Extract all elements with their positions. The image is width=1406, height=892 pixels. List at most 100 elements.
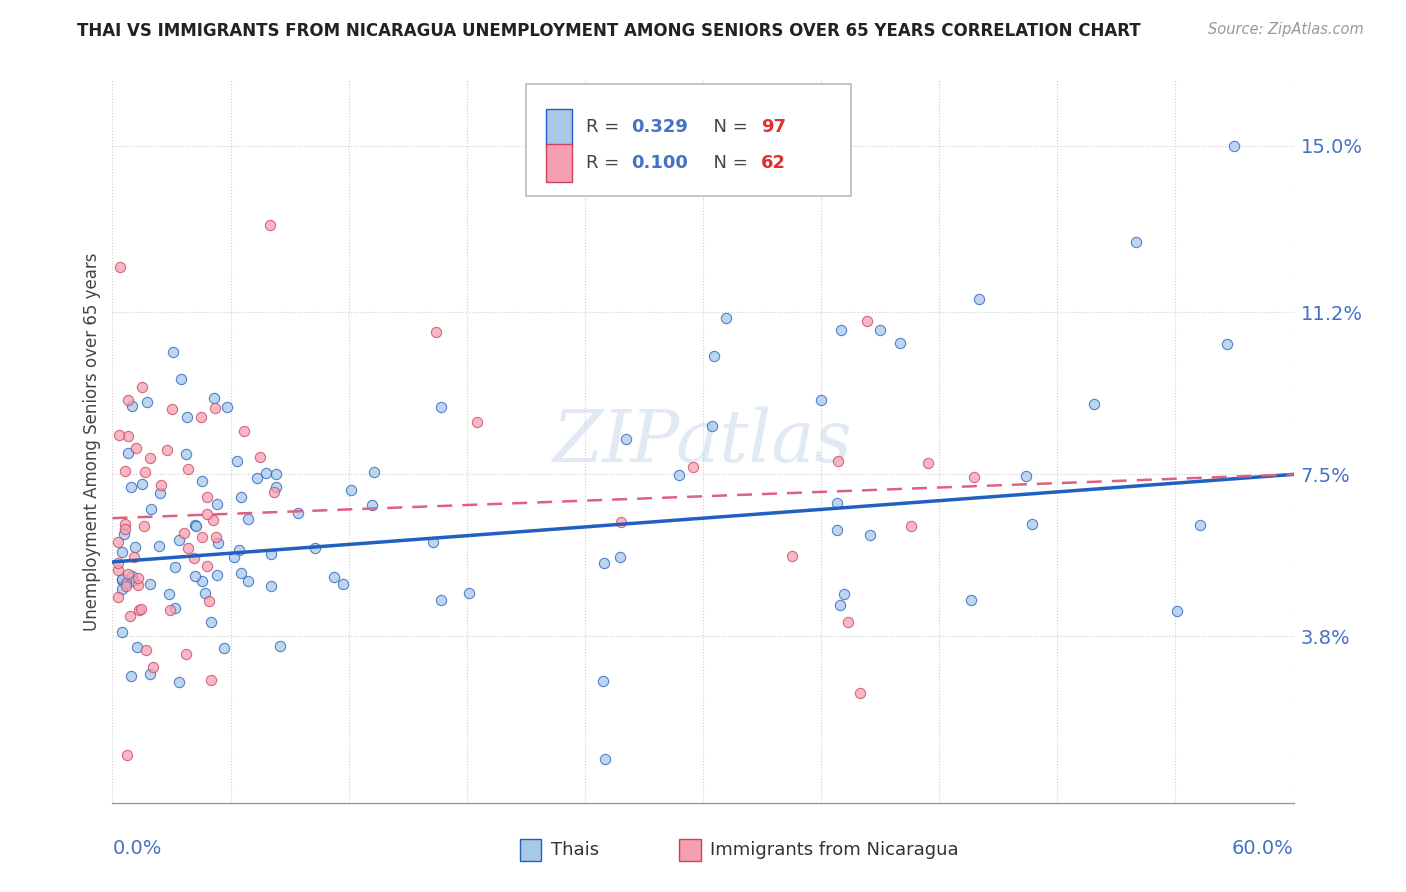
Point xyxy=(200,615,222,629)
Point xyxy=(810,392,832,407)
Point xyxy=(163,560,186,574)
Point xyxy=(229,490,252,504)
Point xyxy=(668,467,690,482)
Point xyxy=(159,586,181,600)
Point xyxy=(1166,604,1188,618)
Point xyxy=(832,587,855,601)
Point xyxy=(207,535,229,549)
Point xyxy=(127,577,149,591)
Point xyxy=(139,577,162,591)
Point xyxy=(190,474,212,488)
Point xyxy=(264,467,287,482)
Point xyxy=(457,586,479,600)
Point xyxy=(702,419,724,434)
Point xyxy=(176,410,198,425)
Point xyxy=(231,566,253,581)
Point xyxy=(131,380,153,394)
Text: N =: N = xyxy=(702,119,754,136)
Point xyxy=(114,522,136,536)
Point xyxy=(117,748,139,763)
Text: 0.329: 0.329 xyxy=(631,119,688,136)
Point xyxy=(1083,397,1105,411)
Point xyxy=(360,499,382,513)
Point xyxy=(107,557,129,571)
Point xyxy=(121,399,143,413)
Point xyxy=(205,530,228,544)
Point xyxy=(195,507,218,521)
Point xyxy=(332,577,354,591)
Point xyxy=(1189,517,1212,532)
Text: THAI VS IMMIGRANTS FROM NICARAGUA UNEMPLOYMENT AMONG SENIORS OVER 65 YEARS CORRE: THAI VS IMMIGRANTS FROM NICARAGUA UNEMPL… xyxy=(77,22,1140,40)
Text: ZIPatlas: ZIPatlas xyxy=(553,406,853,477)
Text: 97: 97 xyxy=(761,119,786,136)
Point xyxy=(124,549,146,564)
Point xyxy=(136,394,159,409)
Point xyxy=(249,450,271,465)
Point xyxy=(825,524,848,538)
Point xyxy=(194,586,217,600)
Text: N =: N = xyxy=(702,154,754,172)
Point xyxy=(246,470,269,484)
Point xyxy=(114,575,136,590)
Point xyxy=(191,574,214,589)
Point xyxy=(125,640,148,654)
Point xyxy=(236,574,259,588)
Point xyxy=(224,550,246,565)
Point xyxy=(183,551,205,566)
Point xyxy=(1215,336,1237,351)
Point xyxy=(134,466,156,480)
Point xyxy=(128,602,150,616)
Point xyxy=(170,372,193,386)
Point xyxy=(129,602,152,616)
Point xyxy=(212,640,235,655)
Point xyxy=(215,401,238,415)
Point xyxy=(465,415,488,429)
Point xyxy=(830,323,852,337)
Point xyxy=(201,513,224,527)
Point xyxy=(131,477,153,491)
Point xyxy=(184,568,207,582)
Point xyxy=(114,517,136,532)
Point xyxy=(703,349,725,363)
Point xyxy=(108,260,131,274)
Point xyxy=(263,484,285,499)
Point xyxy=(425,325,447,339)
Text: Thais: Thais xyxy=(551,841,599,859)
Point xyxy=(117,566,139,581)
Text: 0.100: 0.100 xyxy=(631,154,688,172)
Point xyxy=(825,496,848,510)
Point xyxy=(177,462,200,476)
Point xyxy=(159,603,181,617)
Text: 62: 62 xyxy=(761,154,786,172)
Point xyxy=(264,480,287,494)
Point xyxy=(121,569,143,583)
Point xyxy=(112,527,135,541)
Point xyxy=(149,485,172,500)
Point xyxy=(111,582,134,596)
Point xyxy=(117,446,139,460)
Point xyxy=(304,541,326,556)
Point xyxy=(132,518,155,533)
Point xyxy=(228,543,250,558)
Point xyxy=(160,401,183,416)
Point xyxy=(1021,516,1043,531)
Point xyxy=(682,460,704,475)
Text: 60.0%: 60.0% xyxy=(1232,838,1294,858)
Point xyxy=(148,539,170,553)
Point xyxy=(141,501,163,516)
Point xyxy=(869,323,891,337)
Point xyxy=(111,572,134,586)
Point xyxy=(430,592,453,607)
Point xyxy=(127,572,149,586)
Bar xyxy=(546,109,572,146)
Point xyxy=(120,480,142,494)
Point xyxy=(260,547,283,561)
Point xyxy=(256,466,278,480)
Point xyxy=(174,447,197,461)
Point xyxy=(610,515,633,529)
Point xyxy=(191,530,214,544)
Point xyxy=(780,549,803,563)
Bar xyxy=(679,838,700,861)
Point xyxy=(173,525,195,540)
Point xyxy=(889,336,911,351)
